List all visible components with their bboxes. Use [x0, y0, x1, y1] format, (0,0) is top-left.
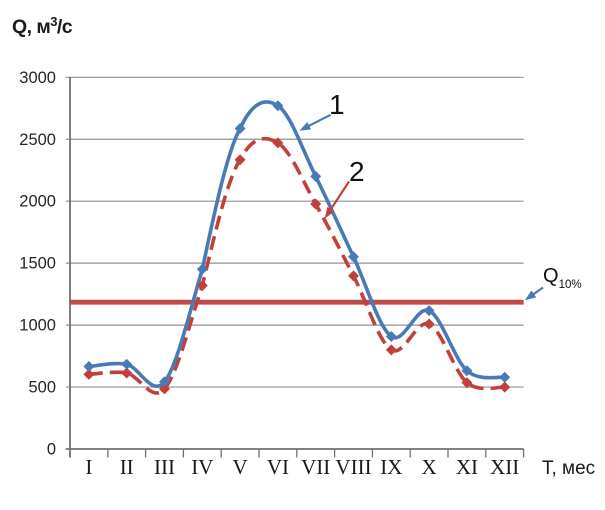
- svg-text:II: II: [120, 455, 134, 479]
- svg-text:0: 0: [47, 441, 56, 459]
- svg-text:V: V: [233, 455, 248, 479]
- svg-text:VIII: VIII: [335, 455, 371, 479]
- svg-text:3000: 3000: [19, 69, 56, 87]
- svg-text:X: X: [422, 455, 437, 479]
- svg-text:2: 2: [349, 156, 365, 187]
- svg-text:IX: IX: [380, 455, 402, 479]
- svg-text:VII: VII: [301, 455, 330, 479]
- svg-text:XI: XI: [456, 455, 478, 479]
- svg-text:I: I: [85, 455, 92, 479]
- svg-text:1: 1: [329, 89, 345, 120]
- svg-text:III: III: [154, 455, 175, 479]
- svg-text:IV: IV: [191, 455, 213, 479]
- svg-text:VI: VI: [267, 455, 289, 479]
- svg-text:XII: XII: [490, 455, 519, 479]
- svg-text:1500: 1500: [19, 255, 56, 273]
- svg-text:2500: 2500: [19, 131, 56, 149]
- svg-text:T, мес: T, мес: [542, 458, 595, 479]
- svg-text:500: 500: [28, 379, 56, 397]
- svg-text:2000: 2000: [19, 193, 56, 211]
- svg-text:1000: 1000: [19, 317, 56, 335]
- svg-text:Q, м3/с: Q, м3/с: [12, 14, 73, 38]
